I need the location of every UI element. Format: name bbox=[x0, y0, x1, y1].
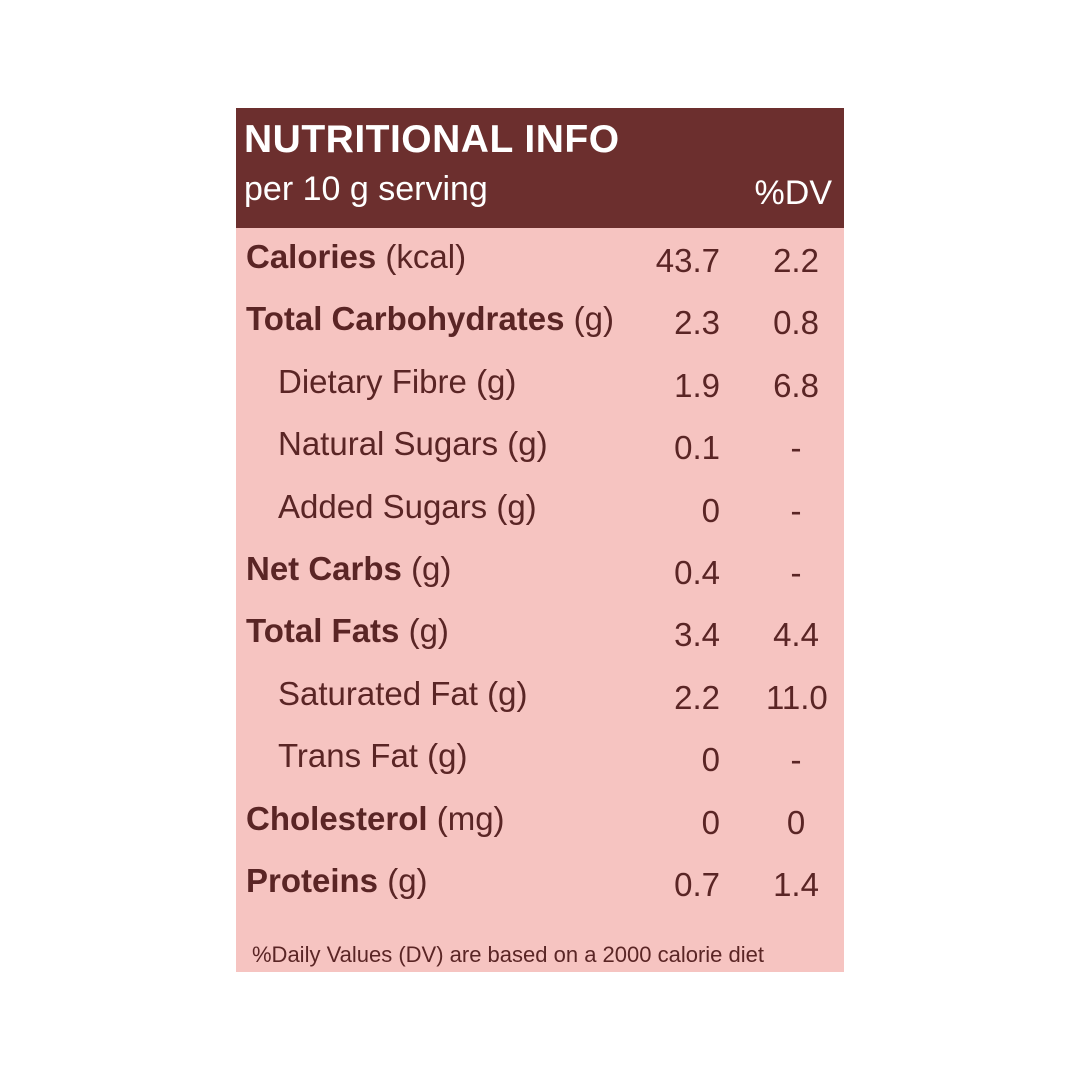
nutrient-row-trans-fat: Trans Fat (g) 0 - bbox=[236, 727, 844, 789]
nutrition-panel: NUTRITIONAL INFO per 10 g serving %DV Ca… bbox=[236, 108, 844, 972]
nutrient-row-natural-sugars: Natural Sugars (g) 0.1 - bbox=[236, 415, 844, 477]
panel-title: NUTRITIONAL INFO bbox=[244, 118, 620, 161]
serving-size: per 10 g serving bbox=[244, 170, 488, 208]
nutrient-row-dietary-fibre: Dietary Fibre (g) 1.9 6.8 bbox=[236, 353, 844, 415]
nutrient-label: Total Carbohydrates (g) bbox=[246, 300, 614, 338]
nutrient-amount: 3.4 bbox=[674, 616, 720, 654]
nutrient-label: Natural Sugars (g) bbox=[278, 425, 548, 463]
nutrient-amount: 1.9 bbox=[674, 366, 720, 404]
nutrient-row-net-carbs: Net Carbs (g) 0.4 - bbox=[236, 540, 844, 602]
nutrient-unit: (g) bbox=[408, 612, 449, 650]
nutrient-unit: (g) bbox=[411, 549, 452, 587]
nutrient-dv: 6.8 bbox=[773, 366, 819, 404]
nutrient-dv: 0.8 bbox=[773, 304, 819, 342]
nutrient-label: Cholesterol (mg) bbox=[246, 799, 505, 837]
nutrient-dv: - bbox=[790, 553, 802, 591]
nutrient-label: Added Sugars (g) bbox=[278, 487, 537, 525]
nutrient-row-added-sugars: Added Sugars (g) 0 - bbox=[236, 478, 844, 540]
nutrient-label: Trans Fat (g) bbox=[278, 737, 468, 775]
nutrient-dv: - bbox=[790, 741, 802, 779]
nutrition-header: NUTRITIONAL INFO per 10 g serving %DV bbox=[236, 108, 844, 228]
dv-column-header: %DV bbox=[754, 174, 832, 212]
nutrient-unit: (g) bbox=[427, 737, 468, 775]
nutrient-amount: 0.1 bbox=[674, 429, 720, 467]
nutrient-amount: 0.4 bbox=[674, 553, 720, 591]
nutrient-unit: (g) bbox=[387, 861, 428, 899]
nutrient-table: Calories (kcal) 43.7 2.2 Total Carbohydr… bbox=[236, 228, 844, 914]
nutrient-unit: (g) bbox=[573, 300, 614, 338]
nutrient-row-calories: Calories (kcal) 43.7 2.2 bbox=[236, 228, 844, 290]
nutrient-amount: 0 bbox=[701, 803, 720, 841]
nutrient-label: Dietary Fibre (g) bbox=[278, 362, 517, 400]
nutrient-unit: (kcal) bbox=[385, 238, 467, 275]
nutrient-amount: 0 bbox=[701, 741, 720, 779]
nutrient-label: Net Carbs (g) bbox=[246, 549, 452, 587]
nutrient-unit: (g) bbox=[476, 362, 517, 400]
nutrient-amount: 43.7 bbox=[655, 242, 720, 279]
nutrient-label: Calories (kcal) bbox=[246, 238, 467, 275]
nutrient-label: Saturated Fat (g) bbox=[278, 674, 528, 712]
nutrient-unit: (g) bbox=[507, 425, 548, 463]
nutrient-dv: 1.4 bbox=[773, 865, 819, 903]
nutrient-amount: 2.2 bbox=[674, 678, 720, 716]
nutrient-dv: - bbox=[790, 491, 802, 529]
nutrient-row-cholesterol: Cholesterol (mg) 0 0 bbox=[236, 790, 844, 852]
nutrient-row-saturated-fat: Saturated Fat (g) 2.2 11.0 bbox=[236, 665, 844, 727]
dv-footnote: %Daily Values (DV) are based on a 2000 c… bbox=[252, 942, 764, 967]
nutrient-dv: 4.4 bbox=[773, 616, 819, 654]
nutrient-unit: (g) bbox=[496, 487, 537, 525]
nutrient-dv: 11.0 bbox=[766, 678, 828, 716]
nutrient-unit: (mg) bbox=[436, 799, 505, 837]
nutrient-row-proteins: Proteins (g) 0.7 1.4 bbox=[236, 852, 844, 914]
nutrient-label: Proteins (g) bbox=[246, 861, 428, 899]
nutrient-dv: - bbox=[790, 429, 802, 467]
nutrient-dv: 2.2 bbox=[773, 242, 819, 279]
nutrient-unit: (g) bbox=[487, 674, 528, 712]
nutrient-row-total-carbohydrates: Total Carbohydrates (g) 2.3 0.8 bbox=[236, 290, 844, 352]
nutrient-label: Total Fats (g) bbox=[246, 612, 449, 650]
nutrient-dv: 0 bbox=[786, 803, 806, 841]
nutrient-row-total-fats: Total Fats (g) 3.4 4.4 bbox=[236, 602, 844, 664]
nutrient-amount: 0.7 bbox=[674, 865, 720, 903]
nutrient-amount: 2.3 bbox=[674, 304, 720, 342]
nutrient-amount: 0 bbox=[701, 491, 720, 529]
